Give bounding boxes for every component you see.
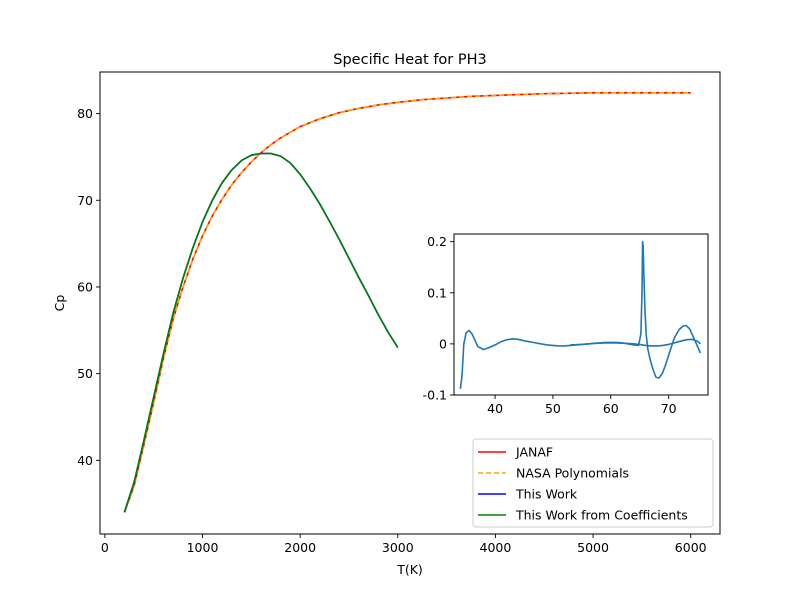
main-chart: 0 1000 2000 3000 4000 5000 6000 40 50 60 70 80 Spe…	[52, 52, 721, 577]
main-plot-lines	[123, 92, 691, 513]
inset-x-tick-label: 70	[661, 401, 677, 416]
chart-title: Specific Heat for PH3	[333, 52, 486, 68]
inset-background	[454, 234, 708, 395]
main-x-tick-label: 1000	[187, 540, 219, 555]
main-y-tick-label: 80	[77, 106, 93, 121]
main-x-tick-label: 2000	[284, 540, 316, 555]
inset-y-tick-label: 0.2	[427, 234, 447, 249]
main-x-tick-label: 5000	[577, 540, 609, 555]
inset-x-tick-label: 60	[603, 401, 619, 416]
inset-y-tick-label: 0.1	[427, 285, 447, 300]
main-x-tick-label: 4000	[480, 540, 512, 555]
y-axis-label: Cp	[52, 295, 67, 312]
inset-chart: 40 50 60 70 -0.1 0 0.1 0.2	[423, 233, 709, 416]
x-axis-label: T(K)	[396, 562, 423, 577]
main-x-tick-label: 0	[101, 540, 109, 555]
main-plot-frame	[99, 71, 721, 535]
inset-y-ticks: -0.1 0 0.1 0.2	[423, 234, 454, 403]
main-x-tick-label: 6000	[675, 540, 707, 555]
main-series-3	[123, 152, 399, 513]
main-x-tick-label: 3000	[382, 540, 414, 555]
main-y-tick-label: 50	[77, 366, 93, 381]
legend-label-1: NASA Polynomials	[516, 466, 629, 481]
inset-x-tick-label: 40	[487, 401, 503, 416]
inset-series-1	[570, 338, 702, 347]
legend-label-3: This Work from Coefficients	[515, 508, 688, 523]
main-y-tick-label: 60	[77, 279, 93, 294]
inset-plot-frame	[453, 233, 709, 396]
legend-box	[472, 438, 714, 528]
legend: JANAF NASA Polynomials This Work This Work …	[472, 438, 714, 528]
inset-y-tick-label: -0.1	[423, 388, 447, 403]
legend-entries: JANAF NASA Polynomials This Work This Work …	[478, 445, 688, 523]
inset-y-tick-label: 0	[439, 336, 447, 351]
main-y-tick-label: 70	[77, 193, 93, 208]
main-x-ticks: 0 1000 2000 3000 4000 5000 6000	[101, 534, 707, 555]
main-y-ticks: 40 50 60 70 80	[77, 106, 100, 468]
legend-label-0: JANAF	[515, 445, 553, 460]
main-series-1	[123, 92, 691, 513]
inset-x-tick-label: 50	[545, 401, 561, 416]
inset-plot-lines	[459, 240, 702, 389]
main-y-tick-label: 40	[77, 453, 93, 468]
inset-x-ticks: 40 50 60 70	[487, 395, 677, 416]
legend-label-2: This Work	[515, 487, 578, 502]
